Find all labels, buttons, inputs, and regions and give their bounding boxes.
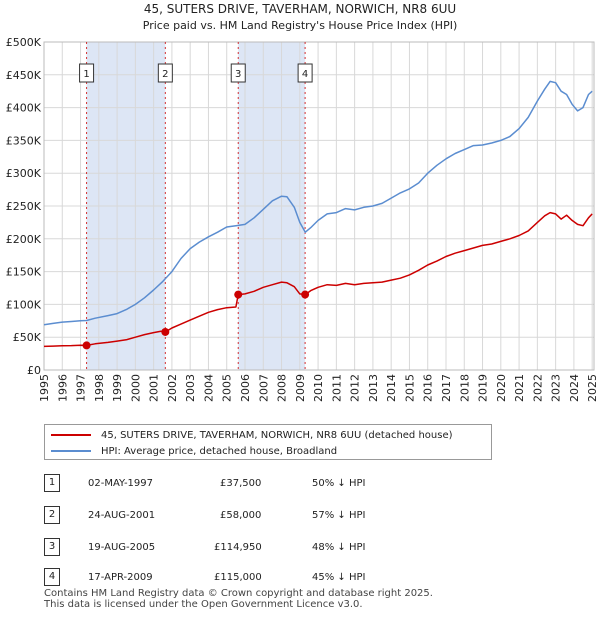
transaction-number: 3 (44, 538, 60, 556)
transaction-marker-label: 1 (83, 69, 89, 80)
x-tick-label: 2013 (367, 374, 380, 402)
legend-item-property: 45, SUTERS DRIVE, TAVERHAM, NORWICH, NR8… (51, 427, 453, 443)
x-tick-label: 2004 (202, 374, 215, 402)
transaction-number: 4 (44, 568, 60, 586)
x-tick-label: 2003 (184, 374, 197, 402)
y-tick-label: £50K (13, 331, 42, 344)
transaction-price: £115,000 (214, 572, 262, 583)
x-tick-label: 2002 (166, 374, 179, 402)
x-tick-label: 1996 (56, 374, 69, 402)
x-tick-label: 2012 (349, 374, 362, 402)
transaction-marker-label: 3 (235, 69, 241, 80)
transaction-hpi-diff: 57% ↓ HPI (312, 510, 366, 521)
transaction-point (161, 327, 170, 336)
transaction-point (82, 341, 91, 350)
price-chart: 45, SUTERS DRIVE, TAVERHAM, NORWICH, NR8… (6, 2, 599, 402)
x-tick-label: 2014 (385, 374, 398, 402)
y-tick-label: £400K (6, 102, 42, 115)
y-tick-label: £500K (6, 36, 42, 49)
transaction-point (301, 290, 310, 299)
transaction-point (234, 290, 243, 299)
x-tick-label: 1997 (75, 374, 88, 402)
transaction-marker-label: 2 (162, 69, 168, 80)
y-tick-label: £100K (6, 298, 42, 311)
table-row: 4 17-APR-2009 £115,000 45% ↓ HPI (44, 568, 424, 588)
transaction-marker-box (230, 63, 246, 83)
x-tick-label: 2001 (148, 374, 161, 402)
transaction-number: 1 (44, 474, 60, 492)
table-row: 1 02-MAY-1997 £37,500 50% ↓ HPI (44, 474, 424, 494)
x-tick-label: 2023 (550, 374, 563, 402)
transaction-marker-box (157, 63, 173, 83)
x-tick-label: 2006 (239, 374, 252, 402)
transaction-date: 24-AUG-2001 (88, 510, 156, 521)
chart-subtitle: Price paid vs. HM Land Registry's House … (143, 19, 458, 32)
x-tick-label: 2017 (440, 374, 453, 402)
transaction-markers: 1 2 3 4 (79, 63, 313, 83)
footer-licence: This data is licensed under the Open Gov… (44, 599, 363, 610)
x-tick-label: 2022 (531, 374, 544, 402)
transaction-price: £114,950 (214, 542, 262, 553)
x-tick-label: 1995 (38, 374, 51, 402)
y-tick-label: £450K (6, 69, 42, 82)
legend: 45, SUTERS DRIVE, TAVERHAM, NORWICH, NR8… (44, 424, 492, 460)
legend-swatch-property (51, 434, 91, 436)
transaction-number: 2 (44, 506, 60, 524)
series-line-property (43, 211, 593, 348)
plot-frame (43, 41, 595, 371)
y-axis: £0 £50K £100K £150K £200K £250K £300K £350K £400… (6, 36, 42, 377)
x-tick-label: 1998 (93, 374, 106, 402)
x-tick-label: 2000 (129, 374, 142, 402)
series (43, 80, 593, 348)
x-tick-label: 2024 (568, 374, 581, 402)
x-tick-label: 2015 (403, 374, 416, 402)
table-row: 2 24-AUG-2001 £58,000 57% ↓ HPI (44, 506, 424, 526)
x-tick-label: 1999 (111, 374, 124, 402)
transaction-price: £58,000 (220, 510, 262, 521)
transaction-hpi-diff: 50% ↓ HPI (312, 478, 366, 489)
transaction-date: 19-AUG-2005 (88, 542, 156, 553)
x-tick-label: 2008 (276, 374, 289, 402)
x-tick-label: 2011 (330, 374, 343, 402)
y-tick-label: £350K (6, 134, 42, 147)
transaction-marker-box (297, 63, 313, 83)
legend-label-property: 45, SUTERS DRIVE, TAVERHAM, NORWICH, NR8… (101, 429, 453, 441)
legend-swatch-hpi (51, 450, 91, 452)
legend-item-hpi: HPI: Average price, detached house, Broa… (51, 443, 337, 459)
x-tick-label: 2018 (458, 374, 471, 402)
footer: Contains HM Land Registry data © Crown c… (44, 588, 433, 610)
x-axis: 1995 1996 1997 1998 1999 2000 2001 2002 2003 2004… (38, 374, 599, 402)
y-tick-label: £150K (6, 266, 42, 279)
x-tick-label: 2005 (221, 374, 234, 402)
transaction-date: 17-APR-2009 (88, 572, 153, 583)
transaction-date: 02-MAY-1997 (88, 478, 154, 489)
x-tick-label: 2016 (422, 374, 435, 402)
x-tick-label: 2021 (513, 374, 526, 402)
table-row: 3 19-AUG-2005 £114,950 48% ↓ HPI (44, 538, 424, 558)
chart-title: 45, SUTERS DRIVE, TAVERHAM, NORWICH, NR8… (144, 2, 456, 16)
x-tick-label: 2020 (495, 374, 508, 402)
x-tick-label: 2009 (294, 374, 307, 402)
y-tick-label: £250K (6, 200, 42, 213)
transaction-hpi-diff: 45% ↓ HPI (312, 572, 366, 583)
y-tick-label: £200K (6, 233, 42, 246)
x-tick-label: 2025 (586, 374, 599, 402)
x-tick-label: 2010 (312, 374, 325, 402)
transaction-hpi-diff: 48% ↓ HPI (312, 542, 366, 553)
transaction-marker-box (79, 63, 95, 83)
x-tick-label: 2019 (477, 374, 490, 402)
y-tick-label: £0 (27, 364, 41, 377)
legend-label-hpi: HPI: Average price, detached house, Broa… (101, 445, 338, 457)
transaction-price: £37,500 (220, 478, 262, 489)
y-tick-label: £300K (6, 167, 42, 180)
footer-copyright: Contains HM Land Registry data © Crown c… (44, 588, 433, 599)
transaction-points (82, 290, 310, 350)
x-tick-label: 2007 (257, 374, 270, 402)
transaction-marker-label: 4 (302, 69, 308, 80)
series-line-hpi (43, 80, 593, 326)
